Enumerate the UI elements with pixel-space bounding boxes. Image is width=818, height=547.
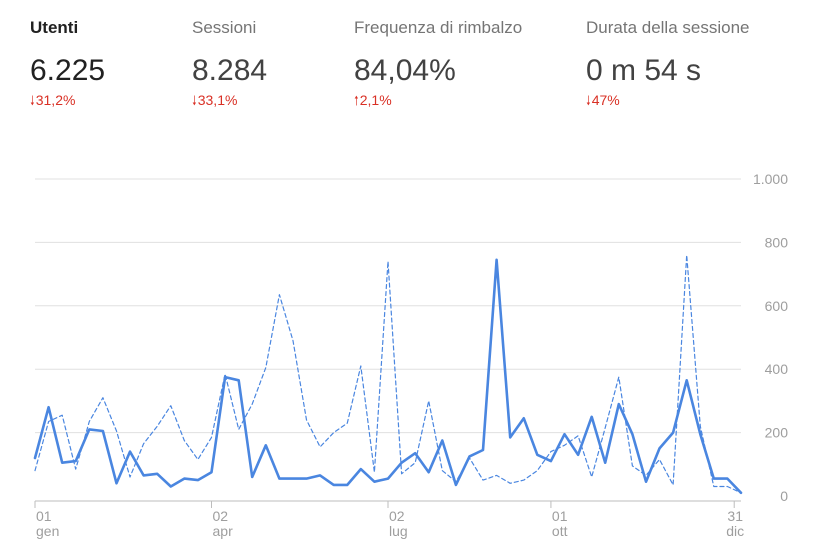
arrow-down-icon: 🠓 [586,93,591,108]
metric-delta: 🠓31,2% [30,92,105,114]
metric-delta-value: 31,2% [35,92,76,108]
metric-value: 0 m 54 s [586,54,702,87]
x-tick-day: 31 [727,508,743,524]
metric-label: Frequenza di rimbalzo [354,18,523,37]
metric-sessions[interactable]: Sessioni 8.284 🠓33,1% [192,18,267,114]
metric-label: Durata della sessione [586,18,750,37]
y-tick-label: 200 [765,425,789,441]
x-tick-day: 02 [213,508,229,524]
x-tick-day: 01 [36,508,52,524]
metric-label: Sessioni [192,18,257,37]
x-tick-month: dic [726,523,744,539]
arrow-down-icon: 🠓 [30,93,35,108]
arrow-down-icon: 🠓 [192,93,197,108]
metric-delta-value: 2,1% [359,92,392,108]
metric-delta: 🠓33,1% [192,92,267,114]
metric-label: Utenti [30,18,79,37]
x-tick-month: apr [213,523,234,539]
x-tick-day: 01 [552,508,568,524]
y-tick-label: 400 [765,361,789,377]
metric-value: 84,04% [354,54,456,87]
x-tick-month: lug [389,523,408,539]
metric-delta-value: 33,1% [197,92,238,108]
x-tick-day: 02 [389,508,405,524]
series-line-comparison [34,254,742,494]
metric-delta: 🠓47% [586,92,749,114]
series-line-current [33,258,743,495]
arrow-up-icon: 🠑 [354,93,359,108]
metric-value: 8.284 [192,54,268,87]
x-tick-month: gen [36,523,59,539]
metric-delta-value: 47% [591,92,620,108]
x-tick-month: ott [552,523,568,539]
y-tick-label: 600 [765,298,789,314]
y-tick-label: 0 [780,488,788,504]
metric-value: 6.225 [30,54,106,87]
metric-users[interactable]: Utenti 6.225 🠓31,2% [30,18,105,114]
y-tick-label: 800 [765,234,789,250]
metric-bounce-rate[interactable]: Frequenza di rimbalzo 84,04% 🠑2,1% [354,18,522,114]
metric-delta: 🠑2,1% [354,92,522,114]
y-tick-label: 1.000 [753,171,788,187]
metric-session-duration[interactable]: Durata della sessione 0 m 54 s 🠓47% [586,18,749,114]
